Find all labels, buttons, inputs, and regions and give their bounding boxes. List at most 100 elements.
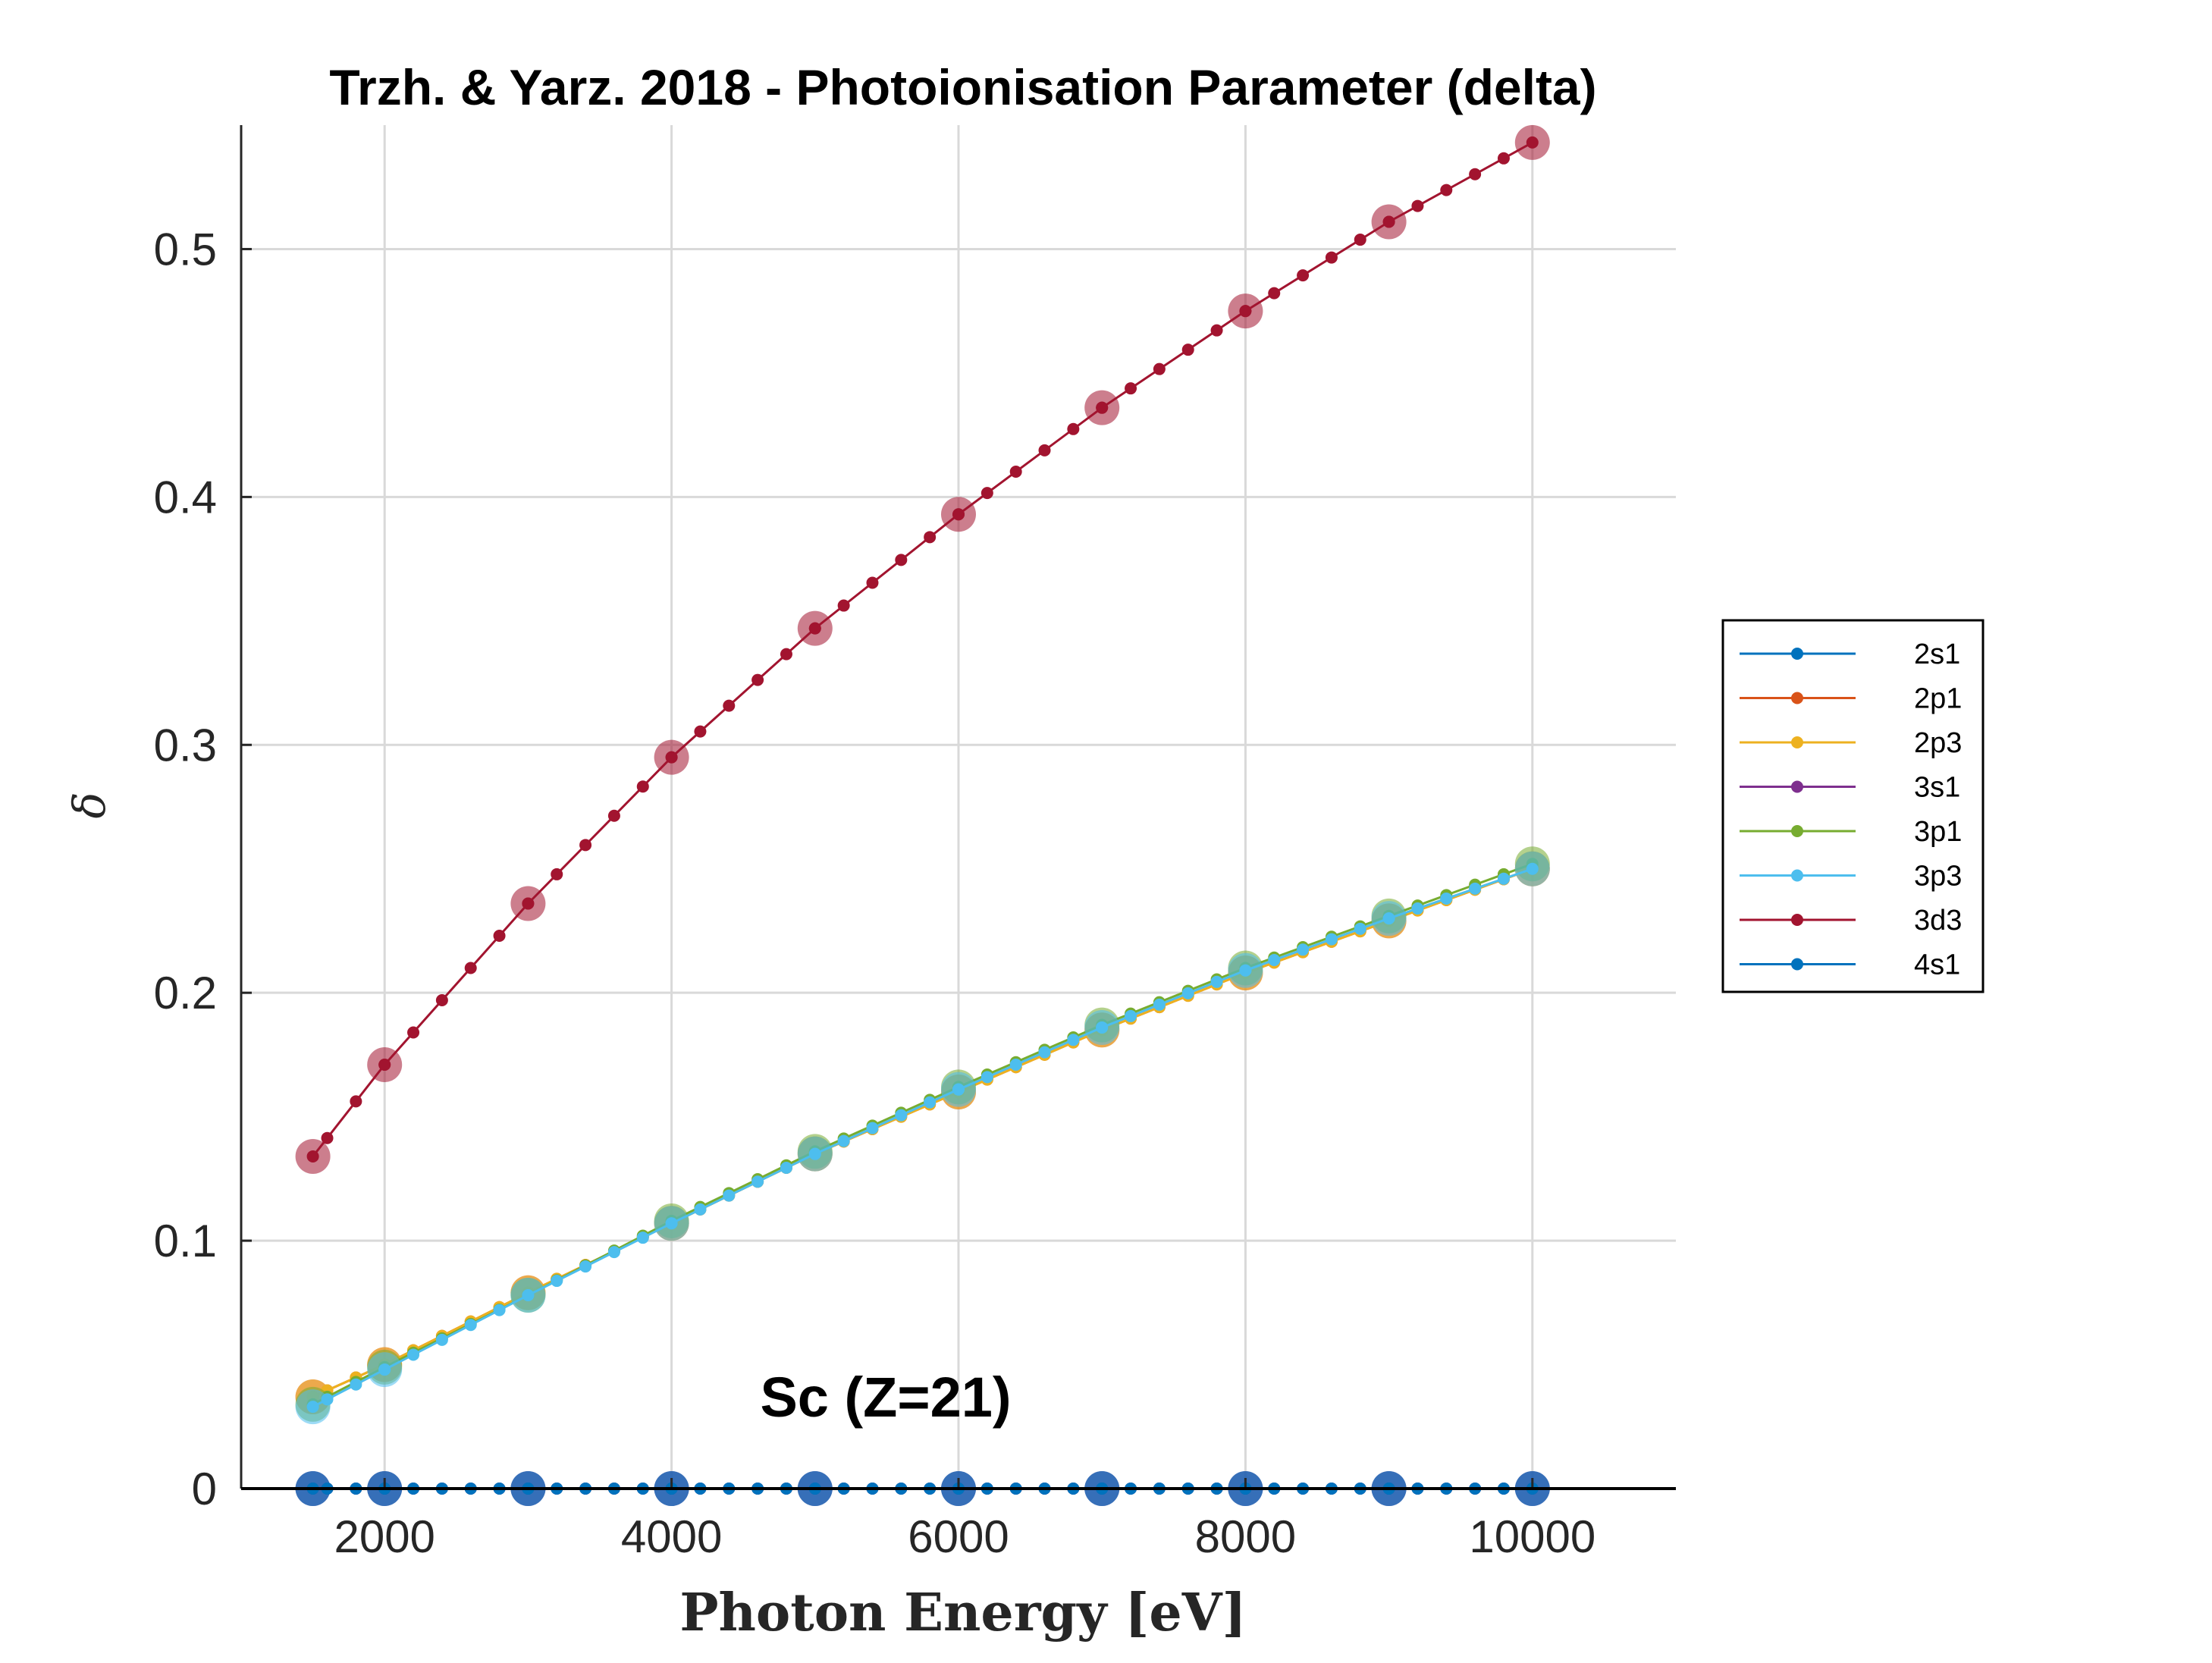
series-marker — [350, 1095, 362, 1108]
series-marker — [435, 1333, 448, 1346]
x-tick-label: 10000 — [1469, 1511, 1595, 1562]
legend-label: 3s1 — [1914, 772, 1960, 804]
series-marker — [464, 1319, 477, 1332]
legend-item: 2p1 — [1740, 683, 1962, 715]
axes: 2000 4000 6000 8000 10000 0 0.1 0.2 0.3 0.4 0.5 — [154, 125, 1676, 1562]
series-marker — [866, 1122, 879, 1134]
series-marker — [1125, 1009, 1137, 1022]
legend-label: 2s1 — [1914, 639, 1960, 670]
series-marker — [636, 780, 649, 793]
series-marker — [1067, 422, 1080, 435]
x-axis-label: Photon Energy [eV] — [679, 1583, 1246, 1643]
series-marker — [1297, 269, 1310, 282]
series-marker — [1297, 943, 1310, 956]
series-marker — [1153, 998, 1166, 1011]
legend-label: 2p1 — [1914, 683, 1962, 715]
series-marker — [1497, 152, 1510, 165]
series-line — [312, 868, 1533, 1408]
series-marker — [350, 1378, 362, 1391]
data-point-center — [1239, 305, 1252, 318]
series-marker — [1067, 1034, 1080, 1046]
series-layer — [295, 124, 1550, 1506]
series-marker — [1210, 975, 1223, 988]
series-marker — [464, 962, 477, 974]
series-marker — [1440, 892, 1453, 905]
data-point-center — [1526, 136, 1539, 149]
legend-item: 3p3 — [1740, 861, 1962, 893]
series-marker — [895, 1109, 908, 1122]
series-marker — [1325, 933, 1338, 946]
series-marker — [694, 1203, 707, 1216]
chart-annotation: Sc (Z=21) — [760, 1366, 1011, 1429]
data-point-center — [1526, 862, 1539, 875]
series-marker — [579, 1260, 592, 1273]
series-marker — [1411, 902, 1424, 915]
series-marker — [924, 1096, 937, 1109]
data-point-center — [665, 751, 678, 764]
series-marker — [1181, 987, 1194, 999]
series-marker — [607, 809, 620, 822]
series-marker — [751, 673, 764, 686]
series-marker — [1009, 1058, 1022, 1071]
series-marker — [636, 1232, 649, 1244]
series-marker — [895, 554, 908, 566]
series-marker — [1009, 466, 1022, 479]
series-marker — [866, 576, 879, 589]
y-tick-label: 0.5 — [154, 224, 217, 275]
series-marker — [1181, 344, 1194, 356]
y-tick-label: 0.3 — [154, 720, 217, 770]
series-marker — [435, 993, 448, 1006]
series-marker — [493, 1304, 506, 1316]
data-point-center — [952, 1083, 965, 1096]
data-point-center — [952, 508, 965, 521]
series-marker — [407, 1026, 420, 1039]
series-marker — [1125, 382, 1137, 395]
series-marker — [1325, 251, 1338, 264]
data-point-center — [306, 1401, 319, 1414]
legend-marker — [1791, 736, 1803, 748]
series-3d3 — [295, 124, 1550, 1174]
series-marker — [694, 725, 707, 738]
series-marker — [1411, 199, 1424, 212]
series-line — [312, 868, 1533, 1398]
series-line — [312, 862, 1533, 1406]
legend-item: 3d3 — [1740, 905, 1962, 937]
data-point-center — [808, 622, 821, 635]
series-marker — [751, 1175, 764, 1188]
series-marker — [723, 699, 736, 712]
legend-box — [1721, 619, 1985, 993]
legend-label: 3p1 — [1914, 816, 1962, 848]
series-marker — [980, 487, 993, 500]
series-marker — [924, 531, 937, 544]
data-point-center — [522, 1289, 535, 1302]
y-tick-label: 0 — [192, 1464, 217, 1514]
series-marker — [1210, 324, 1223, 337]
legend-label: 3d3 — [1914, 905, 1962, 937]
x-tick-label: 4000 — [621, 1511, 722, 1562]
grid-lines — [241, 125, 1676, 1489]
data-point-center — [1096, 1021, 1109, 1034]
series-marker — [1440, 184, 1453, 196]
data-point-center — [665, 1217, 678, 1230]
legend-marker — [1791, 869, 1803, 882]
y-tick-label: 0.4 — [154, 472, 217, 522]
legend-label: 2p3 — [1914, 727, 1962, 759]
series-marker — [1354, 922, 1366, 935]
legend-item: 4s1 — [1740, 949, 1960, 981]
legend-item: 2s1 — [1740, 639, 1960, 670]
series-marker — [837, 599, 850, 612]
y-tick-label: 0.1 — [154, 1216, 217, 1266]
legend-item: 3p1 — [1740, 816, 1962, 848]
series-marker — [407, 1348, 420, 1361]
data-point-center — [1382, 912, 1395, 925]
x-tick-label: 8000 — [1195, 1511, 1296, 1562]
legend-marker — [1791, 780, 1803, 793]
series-marker — [1469, 168, 1482, 180]
series-marker — [980, 1071, 993, 1084]
series-marker — [1497, 872, 1510, 885]
x-tick-label: 6000 — [908, 1511, 1009, 1562]
legend-marker — [1791, 914, 1803, 926]
legend: 2s1 2p1 2p3 3s1 3p1 3p3 3d3 4s1 — [1721, 619, 1985, 993]
